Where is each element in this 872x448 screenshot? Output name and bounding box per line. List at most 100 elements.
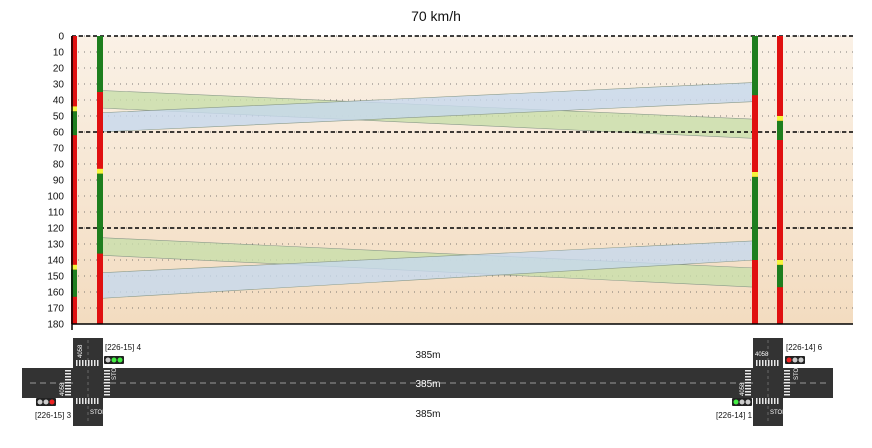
crosswalk-stripe: [762, 398, 764, 404]
crosswalk-stripe: [784, 370, 790, 372]
crosswalk-stripe: [65, 379, 71, 381]
crosswalk-stripe: [65, 394, 71, 396]
signal-label-226-15-3: [226-15] 3: [35, 411, 72, 420]
stop-label-left-bottom: STOP: [90, 410, 106, 416]
crosswalk-stripe: [768, 398, 770, 404]
road-label-right-bottom: 4058: [740, 382, 746, 396]
green-phase-segment: [752, 176, 758, 260]
crosswalk-stripe: [104, 373, 110, 375]
crosswalk-stripe: [85, 360, 87, 366]
y-tick-label: 90: [53, 176, 65, 187]
signal-lamp: [798, 357, 804, 363]
crosswalk-stripe: [76, 360, 78, 366]
crosswalk-stripe: [104, 394, 110, 396]
y-tick-label: 40: [53, 96, 65, 107]
crosswalk-stripe: [91, 398, 93, 404]
y-tick-label: 120: [47, 224, 64, 235]
y-tick-label: 100: [47, 192, 64, 203]
crosswalk-stripe: [88, 398, 90, 404]
crosswalk-stripe: [771, 360, 773, 366]
green-phase-segment: [752, 36, 758, 96]
y-tick-label: 140: [47, 256, 64, 267]
red-phase-bar: [71, 36, 77, 324]
crosswalk-stripe: [745, 370, 751, 372]
y-tick-label: 160: [47, 288, 64, 299]
y-tick-label: 20: [53, 64, 65, 75]
crosswalk-stripe: [759, 360, 761, 366]
crosswalk-stripe: [745, 391, 751, 393]
yellow-phase-segment: [71, 264, 77, 270]
crosswalk-stripe: [784, 391, 790, 393]
crosswalk-stripe: [784, 388, 790, 390]
signal-lamp: [117, 357, 123, 363]
crosswalk-stripe: [65, 376, 71, 378]
road-label-left-top: 4058: [78, 344, 84, 358]
crosswalk-stripe: [65, 385, 71, 387]
signal-lamp: [745, 399, 751, 405]
stop-label-right-top: STOP: [794, 364, 800, 380]
green-phase-segment: [97, 173, 103, 254]
crosswalk-stripe: [784, 394, 790, 396]
crosswalk-stripe: [94, 360, 96, 366]
crosswalk-stripe: [777, 398, 779, 404]
crosswalk-stripe: [104, 391, 110, 393]
distance-label-middle: 385m: [415, 379, 440, 390]
crosswalk-stripe: [79, 398, 81, 404]
crosswalk-stripe: [759, 398, 761, 404]
y-tick-label: 150: [47, 272, 64, 283]
y-tick-label: 0: [58, 32, 64, 43]
signal-label-226-14-1: [226-14] 1: [716, 411, 753, 420]
yellow-phase-segment: [97, 168, 103, 174]
distance-label-top: 385m: [415, 350, 440, 361]
crosswalk-stripe: [82, 360, 84, 366]
signal-label-226-15-4: [226-15] 4: [105, 343, 142, 352]
signal-lamp: [49, 399, 55, 405]
main-road: [22, 368, 833, 398]
signal-lamp: [792, 357, 798, 363]
crosswalk-stripe: [65, 373, 71, 375]
crosswalk-stripe: [756, 398, 758, 404]
y-tick-label: 170: [47, 304, 64, 315]
y-tick-label: 110: [48, 208, 64, 219]
crosswalk-stripe: [784, 382, 790, 384]
road-label-left-bottom: 4058: [60, 382, 66, 396]
crosswalk-stripe: [65, 370, 71, 372]
crosswalk-stripe: [91, 360, 93, 366]
distance-label-bottom: 385m: [415, 409, 440, 420]
stop-label-right-bottom: STOP: [770, 410, 786, 416]
yellow-phase-segment: [752, 172, 758, 177]
crosswalk-stripe: [768, 360, 770, 366]
signal-lamp: [786, 357, 792, 363]
crosswalk-stripe: [65, 391, 71, 393]
crosswalk-stripe: [777, 360, 779, 366]
crosswalk-stripe: [771, 398, 773, 404]
green-phase-segment: [777, 120, 783, 140]
signal-lamp: [43, 399, 49, 405]
crosswalk-stripe: [88, 360, 90, 366]
crosswalk-stripe: [745, 385, 751, 387]
crosswalk-stripe: [745, 379, 751, 381]
crosswalk-stripe: [756, 360, 758, 366]
y-tick-label: 10: [53, 48, 65, 59]
signal-lamp: [37, 399, 43, 405]
crosswalk-stripe: [79, 360, 81, 366]
signal-label-226-14-6: [226-14] 6: [786, 343, 823, 352]
crosswalk-stripe: [65, 382, 71, 384]
crosswalk-stripe: [765, 360, 767, 366]
chart-title: 70 km/h: [411, 8, 461, 24]
crosswalk-stripe: [104, 388, 110, 390]
signal-lamp: [111, 357, 117, 363]
yellow-phase-segment: [71, 106, 77, 112]
signal-lamp: [105, 357, 111, 363]
crosswalk-stripe: [104, 382, 110, 384]
crosswalk-stripe: [104, 370, 110, 372]
red-phase-bar: [777, 36, 783, 324]
signal-lamp: [733, 399, 739, 405]
crosswalk-stripe: [85, 398, 87, 404]
green-phase-segment: [777, 264, 783, 288]
crosswalk-stripe: [745, 376, 751, 378]
crosswalk-stripe: [104, 385, 110, 387]
y-tick-label: 50: [53, 112, 65, 123]
y-tick-label: 80: [53, 160, 65, 171]
